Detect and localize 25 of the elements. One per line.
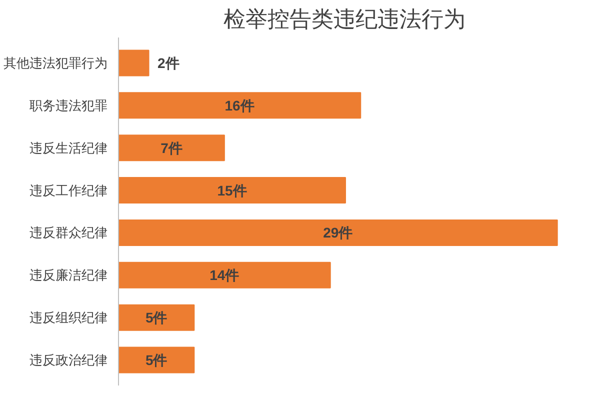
data-label: 14件 [210,267,240,284]
data-label: 15件 [217,182,247,198]
bar [118,177,346,204]
data-label: 7件 [160,140,182,156]
bar [118,262,331,288]
y-tick-label: 职务违法犯罪 [30,98,108,113]
bar [118,92,362,119]
data-label: 5件 [145,310,168,326]
data-label: 29件 [323,224,353,241]
y-tick-label: 违反生活纪律 [30,140,108,156]
bar [118,346,195,374]
bar [118,50,150,76]
bar [118,134,225,162]
chart-title: 检举控告类违纪违法行为 [224,8,466,32]
y-tick-label: 违反群众纪律 [30,225,108,240]
data-label: 5件 [145,352,168,368]
y-tick-label: 其他违法犯罪行为 [4,55,108,70]
data-label: 16件 [224,97,254,114]
data-label: 2件 [158,54,180,71]
y-tick-label: 违反政治纪律 [30,352,108,368]
y-tick-label: 违反廉洁纪律 [30,268,108,283]
y-tick-label: 违反工作纪律 [30,182,108,198]
bar [118,304,195,331]
y-tick-label: 违反组织纪律 [30,310,108,326]
bar [118,219,558,246]
